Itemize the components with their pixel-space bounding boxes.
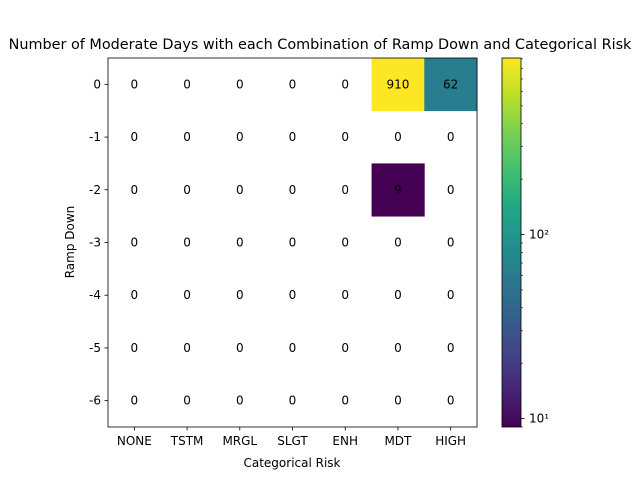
x-tick-label: SLGT xyxy=(277,434,308,448)
plot-area: 0 0 0 0 0 910 62 0 0 0 0 0 0 0 0 0 0 0 0 9 0 0 0 0 0 0 0 0 0 0 0 0 0 0 0 0 0… xyxy=(89,57,478,448)
cell-value-label: 0 xyxy=(236,394,244,408)
y-tick-label: -1 xyxy=(89,130,101,144)
cell-value-label: 0 xyxy=(236,183,244,197)
cell-value-label: 0 xyxy=(236,130,244,144)
cell-value-label: 0 xyxy=(447,130,455,144)
cell-value-label: 0 xyxy=(394,394,402,408)
cell-value-label: 0 xyxy=(131,341,139,355)
cell-value-label: 0 xyxy=(289,236,297,250)
cell-value-label: 0 xyxy=(183,236,191,250)
cell-value-label: 910 xyxy=(386,77,409,91)
heatmap-cell xyxy=(424,58,478,112)
colorbar-tick-label: 10¹ xyxy=(529,412,549,426)
cell-value-label: 0 xyxy=(131,77,139,91)
cell-value-label: 0 xyxy=(289,394,297,408)
cell-value-label: 0 xyxy=(447,183,455,197)
cell-value-label: 0 xyxy=(131,130,139,144)
cell-value-label: 0 xyxy=(341,183,349,197)
x-tick-label: ENH xyxy=(332,434,358,448)
cell-value-label: 0 xyxy=(289,183,297,197)
cell-value-label: 0 xyxy=(447,341,455,355)
cell-value-label: 0 xyxy=(183,183,191,197)
cell-value-label: 0 xyxy=(183,341,191,355)
cell-value-label: 0 xyxy=(341,77,349,91)
cell-value-label: 0 xyxy=(183,394,191,408)
x-axis-label: Categorical Risk xyxy=(243,456,340,470)
cell-value-label: 0 xyxy=(341,341,349,355)
cell-value-label: 0 xyxy=(289,77,297,91)
cell-value-label: 0 xyxy=(236,236,244,250)
cell-value-label: 0 xyxy=(447,394,455,408)
y-tick-label: -3 xyxy=(89,236,101,250)
cell-value-label: 62 xyxy=(443,77,458,91)
chart-title: Number of Moderate Days with each Combin… xyxy=(9,37,632,53)
cell-value-label: 0 xyxy=(289,288,297,302)
x-tick-label: NONE xyxy=(117,434,152,448)
x-tick-label: HIGH xyxy=(435,434,466,448)
heatmap-cell xyxy=(371,58,425,112)
y-tick-label: 0 xyxy=(93,77,101,91)
cell-value-label: 0 xyxy=(341,236,349,250)
colorbar: 10¹ 10² xyxy=(501,57,549,428)
cell-value-label: 0 xyxy=(183,288,191,302)
cell-value-label: 0 xyxy=(394,288,402,302)
cell-value-label: 0 xyxy=(394,236,402,250)
cell-value-label: 9 xyxy=(394,183,402,197)
cell-value-label: 0 xyxy=(131,394,139,408)
cell-value-label: 0 xyxy=(394,130,402,144)
x-tick-label: MRGL xyxy=(222,434,257,448)
y-tick-label: -4 xyxy=(89,288,101,302)
cell-value-label: 0 xyxy=(447,288,455,302)
cell-value-label: 0 xyxy=(131,236,139,250)
cell-value-label: 0 xyxy=(341,394,349,408)
x-tick-label: MDT xyxy=(384,434,412,448)
y-axis-label: Ramp Down xyxy=(63,206,77,279)
cell-value-label: 0 xyxy=(131,288,139,302)
cell-value-label: 0 xyxy=(394,341,402,355)
colorbar-gradient xyxy=(501,57,522,428)
cell-value-label: 0 xyxy=(131,183,139,197)
cell-value-label: 0 xyxy=(341,130,349,144)
cell-value-label: 0 xyxy=(236,341,244,355)
y-tick-label: -5 xyxy=(89,341,101,355)
y-tick-label: -2 xyxy=(89,183,101,197)
colorbar-tick-label: 10² xyxy=(529,228,549,242)
cell-value-label: 0 xyxy=(183,130,191,144)
y-tick-label: -6 xyxy=(89,394,101,408)
cell-value-label: 0 xyxy=(183,77,191,91)
x-tick-label: TSTM xyxy=(170,434,204,448)
heatmap-cell xyxy=(371,163,425,217)
cell-value-label: 0 xyxy=(447,236,455,250)
cell-value-label: 0 xyxy=(236,77,244,91)
cell-value-label: 0 xyxy=(236,288,244,302)
cell-value-label: 0 xyxy=(289,130,297,144)
cell-value-label: 0 xyxy=(289,341,297,355)
cell-value-label: 0 xyxy=(341,288,349,302)
